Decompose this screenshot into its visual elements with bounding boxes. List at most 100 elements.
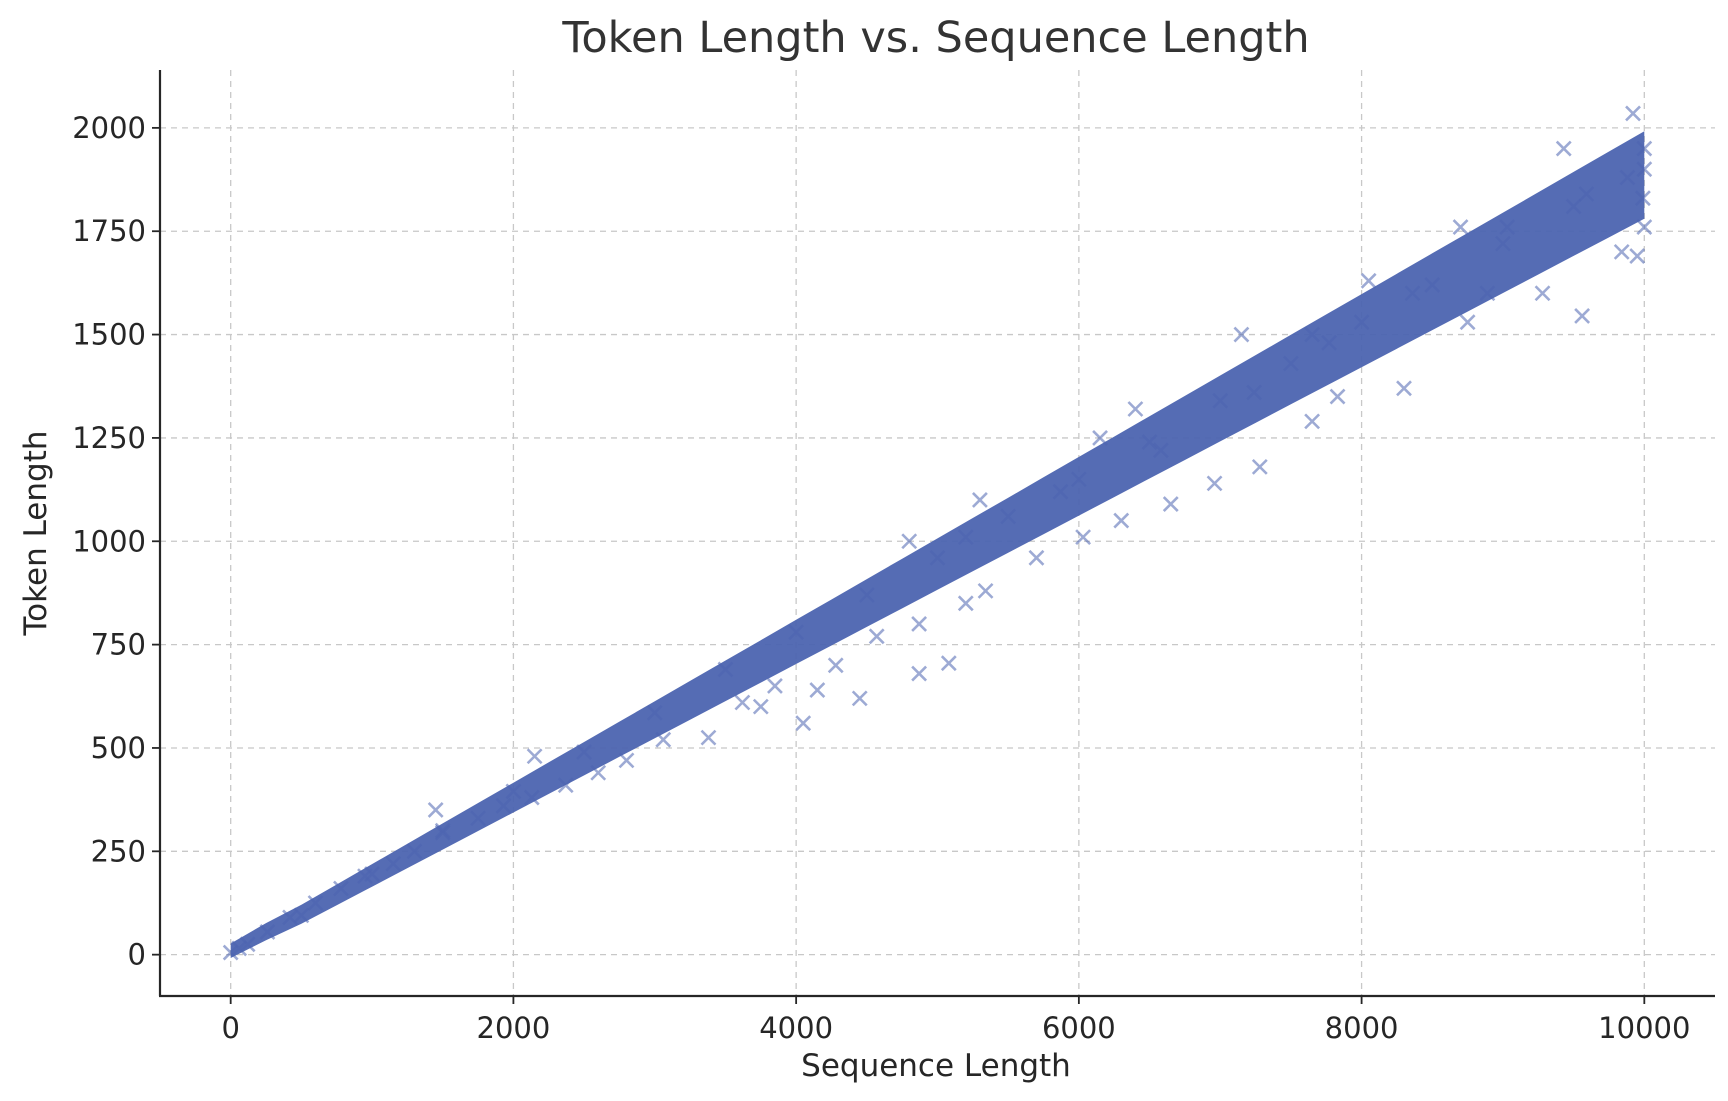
- scatter-point: [1396, 380, 1412, 397]
- y-tick-label: 500: [91, 731, 146, 765]
- scatter-point: [576, 744, 593, 761]
- scatter-point: [590, 764, 607, 781]
- scatter-point: [357, 868, 373, 885]
- scatter-point: [1636, 140, 1653, 157]
- scatter-point: [1000, 508, 1017, 525]
- scatter-point: [1636, 219, 1653, 236]
- scatter-point: [1162, 496, 1179, 512]
- scatter-point: [1495, 235, 1511, 252]
- scatter-point: [957, 529, 974, 546]
- y-tick-label: 0: [128, 938, 146, 972]
- scatter-point: [1404, 285, 1421, 302]
- scatter-point: [222, 944, 239, 961]
- y-tick-label: 1500: [72, 318, 146, 352]
- scatter-point: [1625, 105, 1641, 122]
- scatter-point: [1206, 475, 1223, 492]
- scatter-point: [427, 802, 444, 818]
- y-tick-label: 1000: [72, 524, 146, 558]
- scatter-point: [1629, 248, 1646, 264]
- scatter-point: [1028, 549, 1045, 566]
- scatter-point: [505, 783, 522, 800]
- scatter-point: [1212, 392, 1229, 409]
- scatter-point: [1127, 401, 1144, 417]
- scatter-point: [1282, 355, 1299, 372]
- scatter-point: [1499, 219, 1516, 236]
- y-tick-label: 750: [91, 628, 146, 662]
- scatter-point: [1070, 471, 1087, 488]
- scatter-point: [495, 797, 512, 814]
- scatter-point: [231, 940, 248, 957]
- scatter-point: [1574, 308, 1591, 324]
- scatter-point: [1092, 430, 1108, 446]
- scatter-point: [434, 824, 451, 841]
- y-axis-ticks: 0 250 500 750 1000 1250 1500 1750 2000: [72, 111, 160, 972]
- scatter-point: [809, 682, 826, 699]
- y-tick-label: 250: [91, 834, 146, 868]
- y-tick-label: 2000: [72, 111, 146, 145]
- scatter-point: [434, 822, 451, 839]
- scatter-point: [406, 843, 423, 860]
- x-tick-label: 0: [221, 1011, 239, 1045]
- scatter-point: [523, 789, 540, 806]
- scatter-point: [307, 895, 324, 911]
- chart-title: Token Length vs. Sequence Length: [561, 13, 1309, 63]
- scatter-point: [1619, 169, 1636, 186]
- y-axis-label: Token Length: [18, 431, 54, 637]
- scatter-point: [1634, 190, 1651, 207]
- scatter-point: [655, 731, 672, 748]
- scatter-point: [827, 657, 844, 674]
- scatter-point: [1360, 272, 1377, 289]
- scatter-point: [1534, 285, 1551, 302]
- scatter-point: [1304, 413, 1321, 430]
- scatter-point: [851, 690, 868, 707]
- x-axis-label: Sequence Length: [801, 1048, 1071, 1084]
- scatter-point: [1555, 140, 1572, 157]
- scatter-point: [717, 661, 734, 678]
- scatter-point: [1459, 314, 1476, 331]
- scatter-points: [222, 105, 1653, 961]
- x-tick-label: 8000: [1325, 1011, 1399, 1045]
- scatter-point: [526, 748, 543, 765]
- scatter-point: [557, 777, 574, 794]
- scatter-point: [1052, 483, 1069, 500]
- scatter-point: [901, 533, 918, 550]
- scatter-point: [1233, 326, 1250, 343]
- scatter-point: [1075, 529, 1092, 546]
- scatter-point: [1424, 277, 1441, 293]
- scatter-point: [1636, 161, 1653, 178]
- scatter-point: [1304, 326, 1321, 343]
- scatter-point: [646, 704, 663, 721]
- scatter-point: [1251, 458, 1268, 475]
- scatter-point: [734, 694, 751, 711]
- scatter-point: [282, 909, 298, 926]
- x-tick-label: 10000: [1598, 1011, 1690, 1045]
- y-tick-label: 1750: [72, 214, 146, 248]
- scatter-point: [1141, 434, 1158, 450]
- scatter-point: [911, 616, 928, 632]
- scatter-point: [1353, 314, 1370, 331]
- scatter-point: [385, 855, 402, 872]
- scatter-point: [470, 810, 486, 827]
- scatter-point: [858, 587, 875, 603]
- scatter-point: [752, 698, 769, 715]
- scatter-point: [1613, 243, 1630, 260]
- scatter-point: [1565, 198, 1582, 215]
- scatter-point: [929, 549, 946, 566]
- x-tick-label: 4000: [759, 1011, 833, 1045]
- scatter-point: [911, 665, 928, 682]
- scatter-point: [700, 729, 717, 746]
- scatter-point: [1578, 186, 1595, 202]
- x-tick-label: 2000: [477, 1011, 551, 1045]
- scatter-point: [618, 752, 635, 769]
- scatter-point: [259, 924, 276, 940]
- scatter-point: [971, 492, 988, 508]
- scatter-point: [788, 624, 805, 641]
- scatter-point: [940, 655, 957, 672]
- scatter-point: [239, 936, 256, 953]
- scatter-point: [977, 582, 994, 599]
- x-axis-ticks: 0 2000 4000 6000 8000 10000: [221, 996, 1690, 1045]
- scatter-point: [1452, 219, 1469, 236]
- scatter-point: [1321, 334, 1337, 351]
